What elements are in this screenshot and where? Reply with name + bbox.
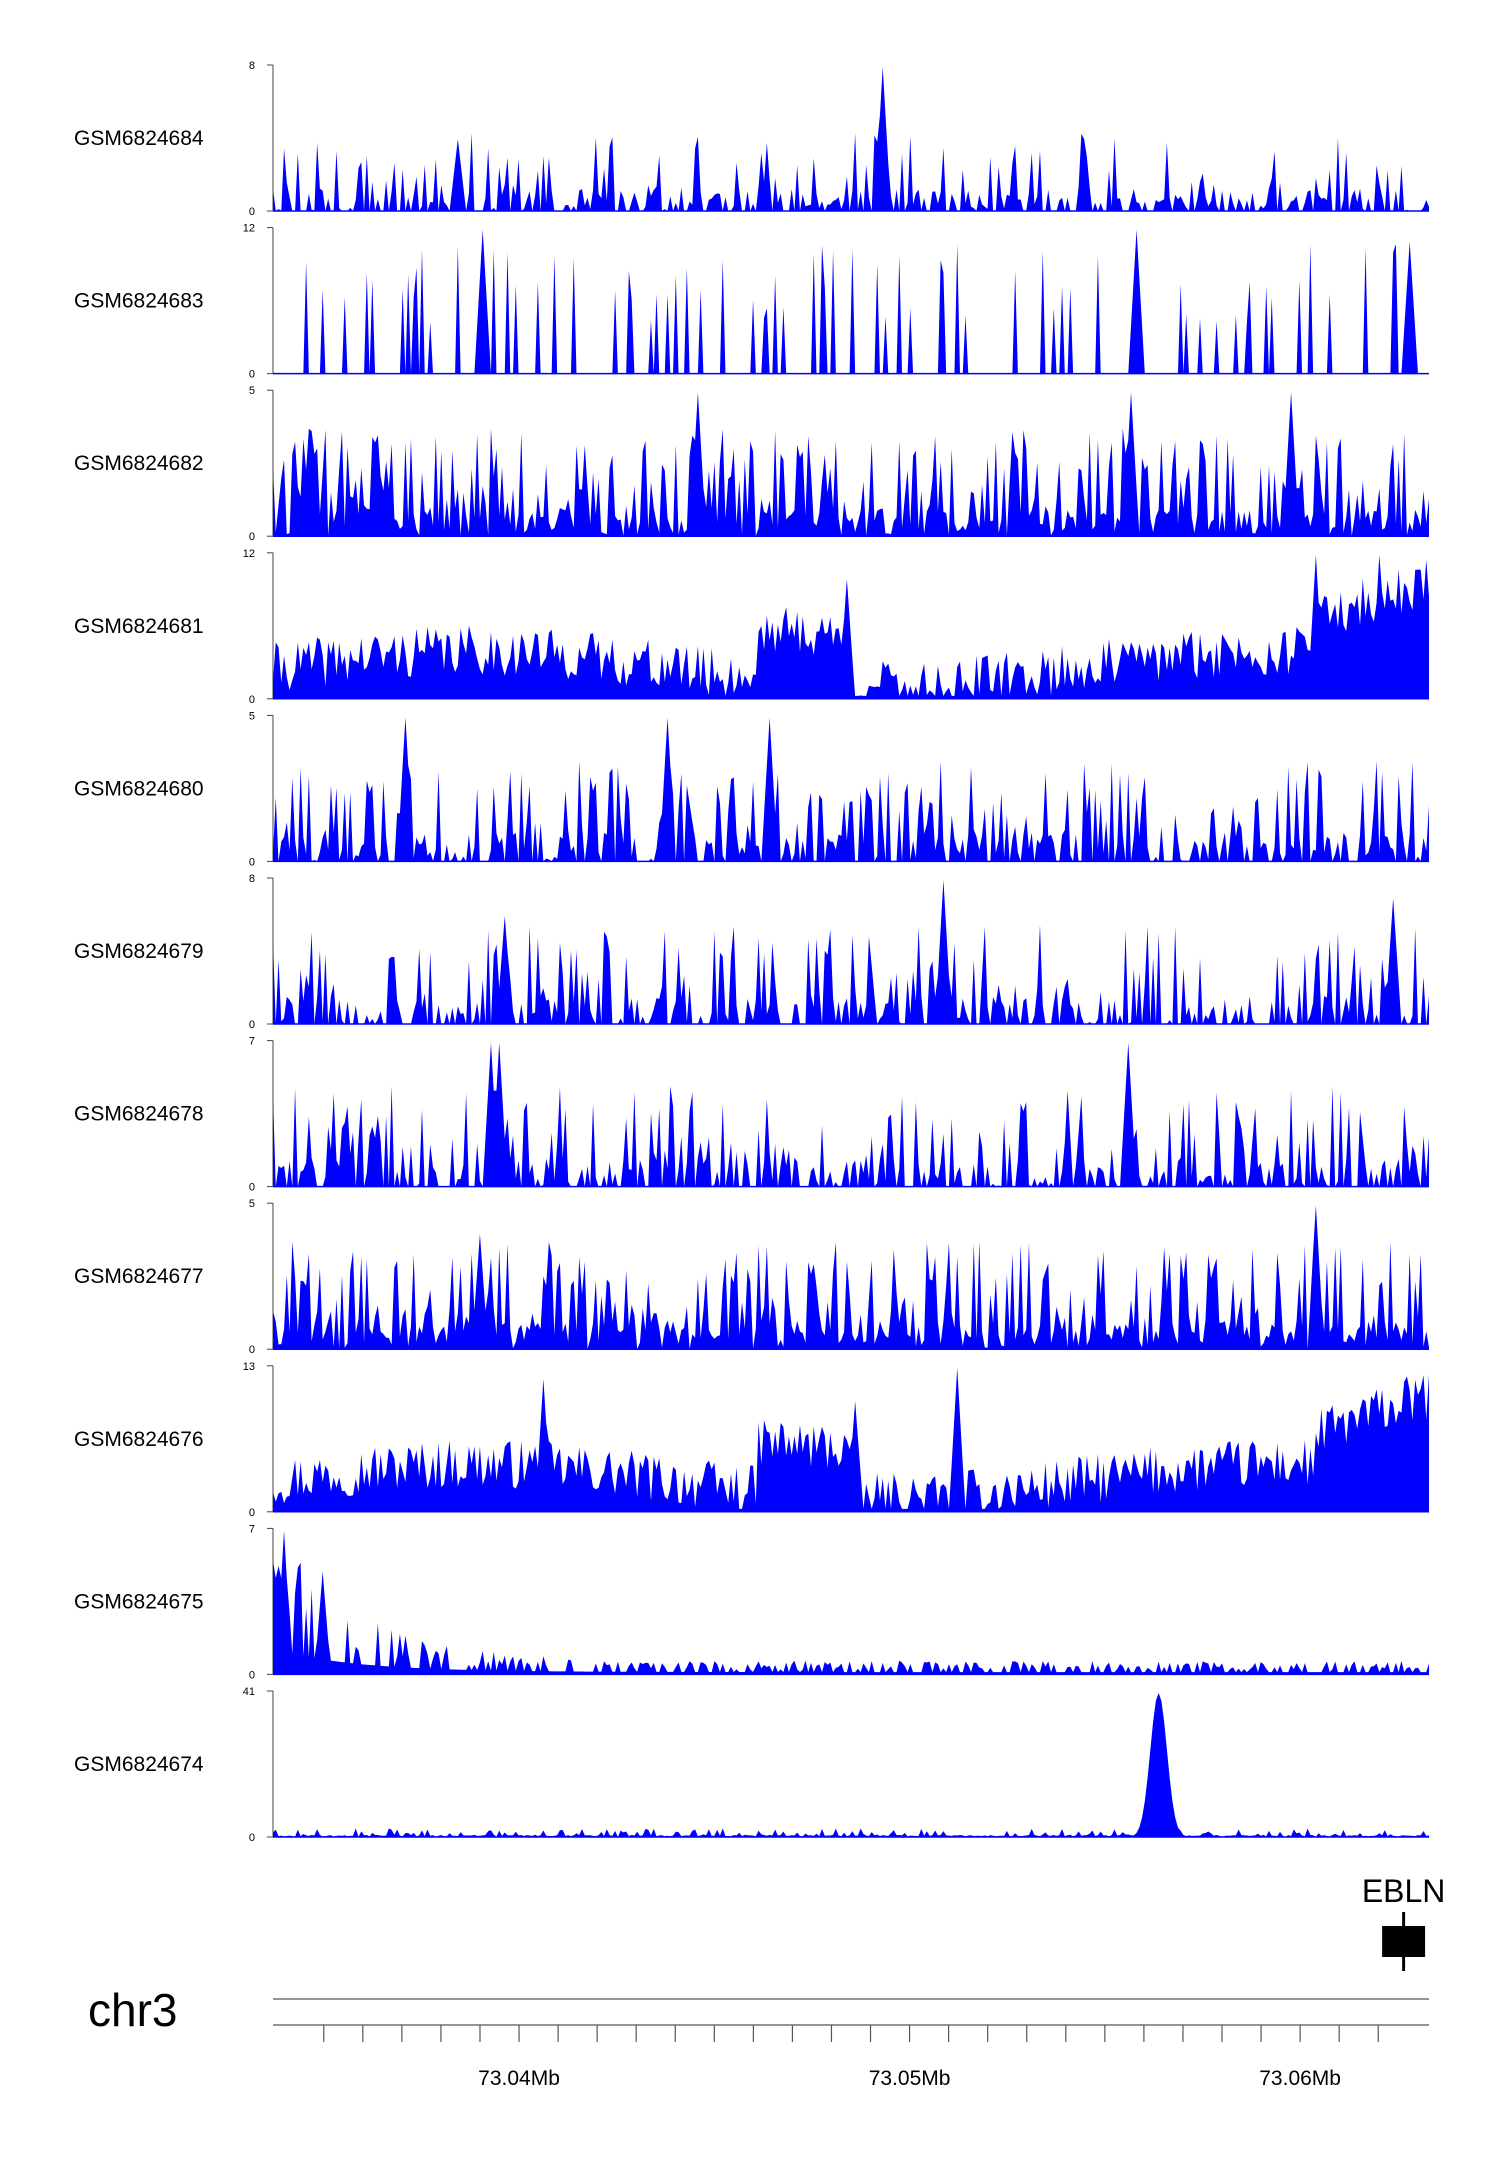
axis-tick-label: 73.04Mb <box>478 2067 560 2090</box>
ymin-label: 0 <box>249 369 255 381</box>
ymin-label: 0 <box>249 1344 255 1356</box>
axis-tick-label: 73.05Mb <box>869 2067 951 2090</box>
ymax-label: 7 <box>249 1523 255 1535</box>
coverage-area <box>273 1693 1429 1837</box>
ymin-label: 0 <box>249 1832 255 1844</box>
track-label: GSM6824684 <box>74 127 204 150</box>
track-GSM6824683: GSM6824683 12 0 <box>74 223 1429 381</box>
track-GSM6824680: GSM6824680 5 0 <box>74 710 1429 868</box>
ymax-label: 5 <box>249 710 255 722</box>
track-label: GSM6824675 <box>74 1590 204 1613</box>
track-GSM6824677: GSM6824677 5 0 <box>74 1198 1429 1356</box>
track-GSM6824676: GSM6824676 13 0 <box>74 1361 1429 1519</box>
ymax-label: 5 <box>249 1198 255 1210</box>
track-label: GSM6824682 <box>74 452 204 475</box>
coverage-area <box>273 229 1429 374</box>
track-label: GSM6824680 <box>74 777 204 800</box>
ymax-label: 13 <box>243 1361 255 1373</box>
coverage-area <box>273 1530 1429 1675</box>
coverage-area <box>273 1042 1429 1187</box>
track-GSM6824682: GSM6824682 5 0 <box>74 385 1429 543</box>
track-GSM6824678: GSM6824678 7 0 <box>74 1036 1429 1194</box>
genome-axis-track: chr3 73.04Mb 73.05Mb 73.06Mb <box>88 1984 1429 2090</box>
track-GSM6824684: GSM6824684 8 0 <box>74 60 1429 218</box>
ymax-label: 7 <box>249 1036 255 1048</box>
ymin-label: 0 <box>249 1669 255 1681</box>
coverage-area <box>273 1367 1429 1512</box>
track-label: GSM6824681 <box>74 615 204 638</box>
coverage-area <box>273 880 1429 1024</box>
ymin-label: 0 <box>249 1182 255 1194</box>
track-GSM6824675: GSM6824675 7 0 <box>74 1523 1429 1681</box>
track-GSM6824681: GSM6824681 12 0 <box>74 548 1429 706</box>
track-label: GSM6824678 <box>74 1103 204 1126</box>
gene-exon-core <box>1402 1912 1406 1971</box>
ymax-label: 8 <box>249 60 255 72</box>
coverage-area <box>273 392 1429 537</box>
ymin-label: 0 <box>249 206 255 218</box>
gene-label: EBLN <box>1362 1873 1446 1909</box>
coverage-area <box>273 1205 1429 1350</box>
track-label: GSM6824677 <box>74 1265 204 1288</box>
coverage-area <box>273 717 1429 862</box>
ymin-label: 0 <box>249 1019 255 1031</box>
ymin-label: 0 <box>249 856 255 868</box>
ymin-label: 0 <box>249 531 255 543</box>
ymin-label: 0 <box>249 1507 255 1519</box>
coverage-area <box>273 554 1429 699</box>
track-label: GSM6824679 <box>74 940 204 963</box>
track-label: GSM6824674 <box>74 1753 204 1776</box>
coverage-area <box>273 67 1429 211</box>
ymax-label: 5 <box>249 385 255 397</box>
coverage-tracks: GSM682468480GSM6824683120GSM682468250GSM… <box>74 60 1429 1844</box>
gene-annotation-track: EBLN <box>1362 1873 1446 1971</box>
ymax-label: 8 <box>249 873 255 885</box>
ymax-label: 41 <box>243 1686 255 1698</box>
ymax-label: 12 <box>243 223 255 235</box>
track-GSM6824674: GSM6824674 41 0 <box>74 1686 1429 1844</box>
ymin-label: 0 <box>249 694 255 706</box>
chromosome-label: chr3 <box>88 1984 177 2036</box>
axis-tick-label: 73.06Mb <box>1259 2067 1341 2090</box>
track-GSM6824679: GSM6824679 8 0 <box>74 873 1429 1031</box>
track-label: GSM6824676 <box>74 1428 204 1451</box>
track-label: GSM6824683 <box>74 290 204 313</box>
ymax-label: 12 <box>243 548 255 560</box>
